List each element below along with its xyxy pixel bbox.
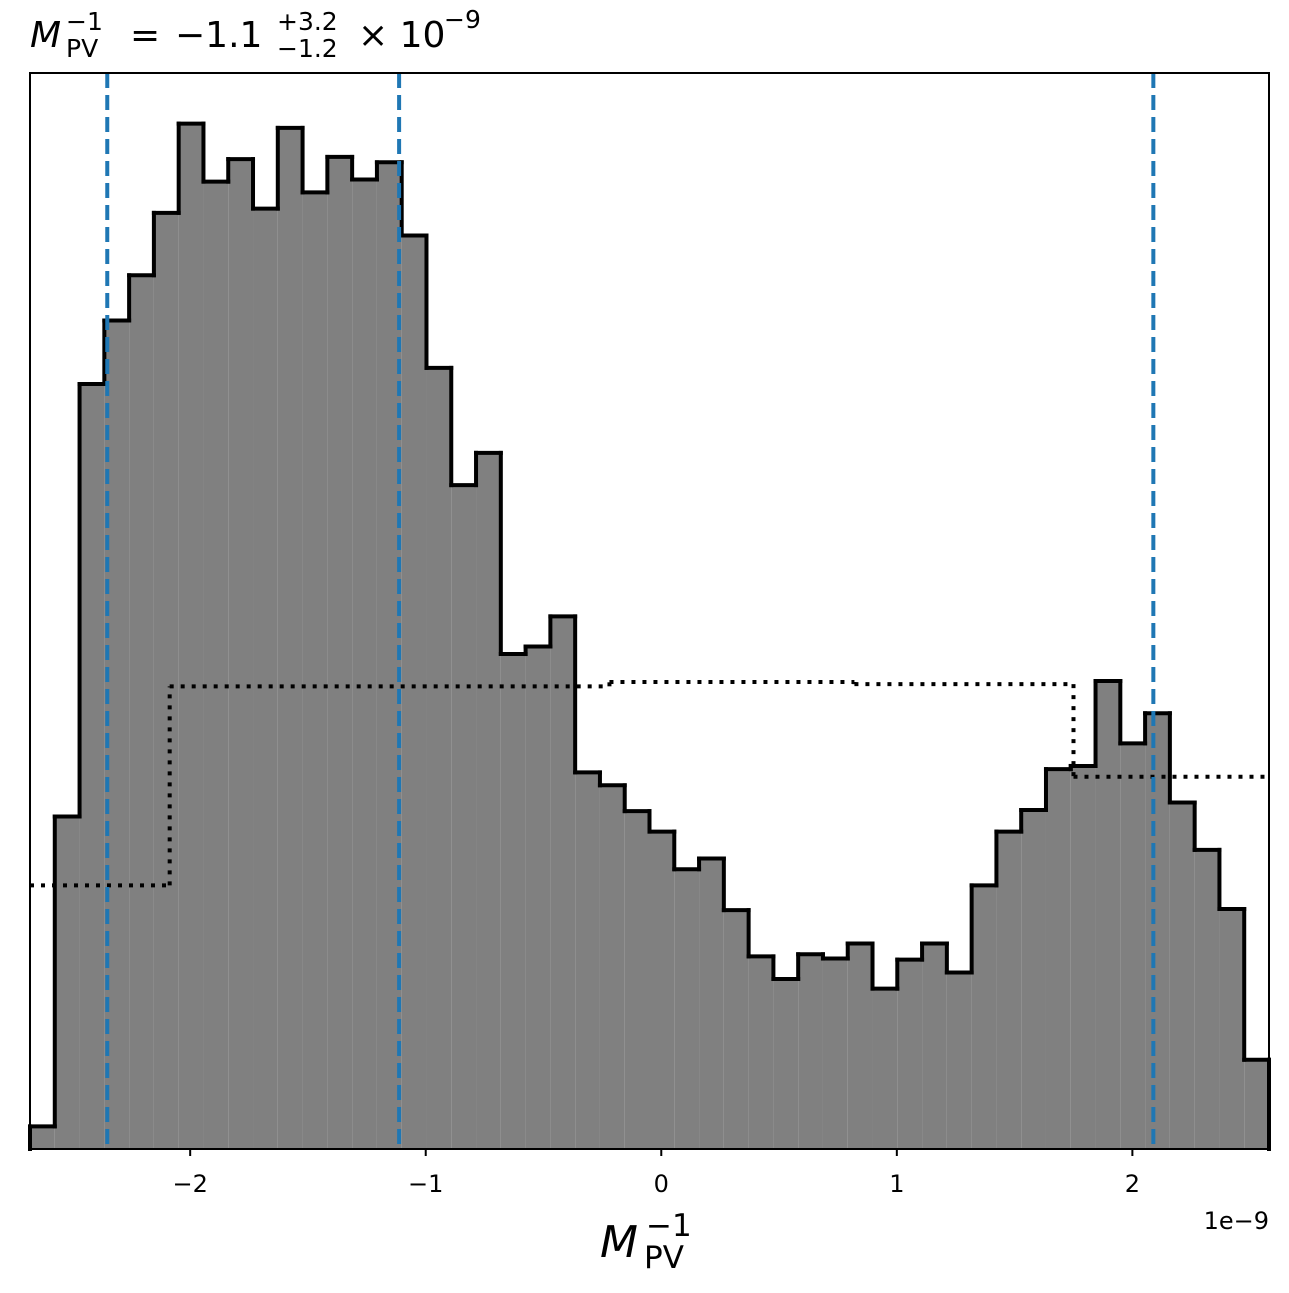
x-offset-label: 1e−9 (1204, 1207, 1269, 1235)
bar (178, 123, 204, 1149)
bar (1120, 743, 1146, 1149)
bar (996, 831, 1022, 1149)
bar (153, 212, 179, 1149)
title-lower: −1.2 (277, 34, 338, 63)
bar (699, 858, 724, 1149)
title: M −1 PV = −1.1 +3.2 −1.2 × 10 −9 (30, 5, 481, 63)
bar (872, 988, 898, 1149)
bar (1070, 765, 1096, 1149)
bar (971, 885, 997, 1149)
title-times: × 10 (358, 15, 445, 56)
bar (922, 943, 947, 1149)
bar (1169, 802, 1195, 1149)
bar (327, 156, 353, 1150)
x-tick-label: −2 (172, 1170, 207, 1198)
title-value: −1.1 (175, 15, 262, 56)
bar (1045, 769, 1071, 1149)
bar (1095, 680, 1121, 1149)
bar (129, 275, 154, 1150)
bar (1021, 810, 1046, 1149)
bar (352, 179, 377, 1150)
bar (525, 646, 551, 1149)
x-tick-label: 1 (889, 1170, 904, 1198)
bar (476, 452, 501, 1149)
bar (946, 972, 972, 1149)
bar (822, 958, 848, 1149)
bar (723, 910, 749, 1149)
bar (277, 127, 303, 1150)
bar (575, 772, 600, 1149)
x-label: M −1 PV (600, 1208, 692, 1276)
bar (550, 616, 576, 1149)
bar (748, 956, 774, 1149)
bar (624, 811, 650, 1149)
x-label-superscript: −1 (646, 1208, 692, 1244)
x-label-subscript: PV (644, 1240, 684, 1276)
title-upper: +3.2 (277, 7, 338, 36)
bar (897, 959, 923, 1149)
x-tick-label: −1 (408, 1170, 443, 1198)
bar (451, 485, 477, 1149)
title-superscript: −1 (66, 7, 103, 36)
title-exponent: −9 (444, 5, 481, 34)
x-tick-label: 2 (1125, 1170, 1140, 1198)
bar (30, 1126, 55, 1149)
bar (302, 192, 328, 1149)
bar (1219, 909, 1245, 1149)
bar (649, 831, 675, 1149)
bar (79, 383, 105, 1149)
bar (1194, 849, 1220, 1149)
bar (674, 869, 700, 1149)
plot-frame (29, 72, 1270, 1150)
bar (847, 943, 873, 1149)
title-subscript: PV (66, 34, 98, 63)
title-equals: = (130, 15, 160, 56)
bar (1145, 713, 1170, 1149)
bar (54, 816, 80, 1149)
bar (599, 785, 625, 1149)
bar (798, 954, 823, 1149)
bar (500, 654, 526, 1149)
bar (228, 159, 254, 1149)
bar (253, 208, 278, 1150)
bar (203, 181, 229, 1149)
title-symbol: M (30, 15, 61, 56)
bar (1244, 1059, 1269, 1149)
x-tick-label: 0 (654, 1170, 669, 1198)
bar (773, 978, 799, 1149)
bar (426, 367, 452, 1150)
bar (401, 235, 427, 1149)
x-label-symbol: M (600, 1217, 638, 1268)
